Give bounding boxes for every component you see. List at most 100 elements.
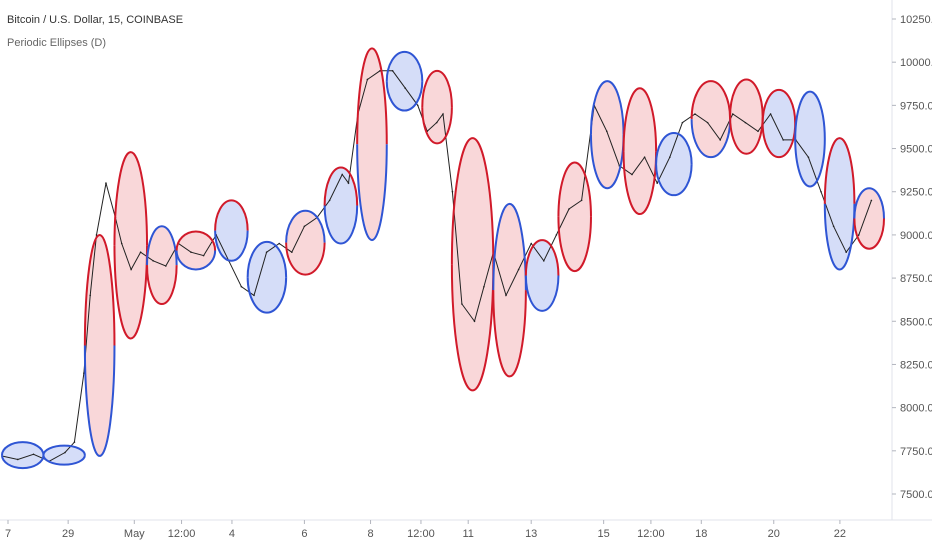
- price-point: [303, 225, 306, 228]
- ellipse-top-arc-24: [823, 137, 856, 204]
- price-point: [152, 260, 154, 262]
- price-point: [347, 182, 350, 184]
- ellipse-fill-13: [451, 138, 494, 391]
- y-tick-label: 10000.00: [900, 57, 932, 69]
- price-point: [341, 173, 344, 176]
- x-tick-label: 6: [301, 528, 307, 540]
- ellipse-top-arc-22: [761, 88, 797, 124]
- ellipse-fill-15: [525, 240, 559, 311]
- ellipse-top-arc-15: [524, 239, 560, 276]
- ellipse-top-arc-18: [622, 87, 658, 152]
- ellipse-fill-3: [114, 152, 148, 339]
- price-point: [543, 260, 545, 262]
- price-point: [694, 113, 696, 115]
- ellipse-top-arc-4: [146, 225, 178, 266]
- price-point: [240, 285, 243, 288]
- ellipse-fill-10: [357, 48, 387, 241]
- ellipse-top-arc-23: [794, 90, 826, 140]
- ellipse-bottom-arc-0: [1, 455, 45, 470]
- ellipse-bottom-arc-11: [385, 81, 424, 112]
- price-point: [253, 294, 255, 297]
- ellipse-top-arc-0: [1, 441, 45, 456]
- ellipse-bottom-arc-6: [214, 230, 249, 262]
- price-point: [89, 294, 91, 297]
- price-point: [643, 156, 646, 158]
- ellipse-top-arc-7: [246, 241, 288, 278]
- ellipse-fill-8: [286, 210, 325, 275]
- y-tick-label: 8000.00: [900, 403, 932, 415]
- y-tick-label: 9250.00: [900, 187, 932, 199]
- price-point: [473, 320, 476, 323]
- ellipse-bottom-arc-18: [622, 151, 658, 216]
- price-point: [435, 121, 438, 124]
- ellipse-fill-11: [386, 51, 423, 111]
- ellipse-fill-1: [43, 445, 85, 465]
- price-point: [404, 87, 407, 89]
- ellipse-bottom-arc-19: [655, 164, 693, 196]
- ellipse-bottom-arc-5: [175, 250, 217, 271]
- price-point: [391, 70, 394, 72]
- y-tick-label: 9500.00: [900, 144, 932, 156]
- ellipse-bottom-arc-2: [83, 345, 116, 457]
- price-point: [379, 70, 381, 72]
- price-point: [681, 121, 684, 124]
- price-point: [105, 182, 107, 184]
- ellipse-top-arc-11: [385, 50, 424, 82]
- x-tick-label: 8: [367, 528, 373, 540]
- price-point: [64, 451, 66, 454]
- x-tick-label: 15: [598, 528, 610, 540]
- price-point: [165, 265, 167, 267]
- price-point: [190, 251, 192, 253]
- price-point: [744, 121, 747, 124]
- price-point: [820, 190, 822, 193]
- y-tick-label: 8500.00: [900, 316, 932, 328]
- price-point: [505, 294, 507, 297]
- ellipse-bottom-arc-4: [146, 265, 178, 305]
- indicator-title[interactable]: Periodic Ellipses (D): [7, 37, 106, 49]
- ellipse-bottom-arc-22: [761, 123, 797, 159]
- x-tick-label: 12:00: [168, 528, 196, 540]
- price-axis[interactable]: 7500.00 7750.00 8000.00 8250.00 8500.00 8750.…: [892, 14, 932, 501]
- price-point: [606, 130, 608, 133]
- ellipse-top-arc-9: [323, 166, 359, 206]
- price-point: [870, 199, 873, 202]
- price-point: [451, 190, 454, 193]
- price-point: [732, 113, 734, 115]
- ellipse-fill-9: [324, 167, 358, 244]
- ellipse-bottom-arc-9: [323, 205, 359, 245]
- symbol-title[interactable]: Bitcoin / U.S. Dollar, 15, COINBASE: [7, 14, 183, 26]
- ellipse-bottom-arc-24: [823, 203, 856, 271]
- time-axis[interactable]: 7 29 May 12:00 4 6 8 12:00 11 13 15 12:00 18 20 22: [5, 520, 846, 540]
- ellipse-fill-19: [656, 133, 692, 196]
- ellipse-bottom-arc-23: [794, 139, 826, 188]
- price-point: [130, 268, 132, 271]
- ellipse-bottom-arc-25: [853, 218, 885, 250]
- ellipse-bottom-arc-20: [690, 119, 732, 159]
- x-tick-label: 4: [229, 528, 235, 540]
- y-tick-label: 7750.00: [900, 446, 932, 458]
- price-point: [265, 251, 268, 253]
- price-point: [95, 234, 98, 236]
- ellipse-top-arc-19: [655, 132, 693, 165]
- ellipse-fill-25: [854, 188, 884, 249]
- ellipse-bottom-arc-17: [589, 134, 625, 190]
- x-tick-label: 11: [462, 528, 473, 540]
- price-point: [139, 251, 142, 253]
- price-point: [461, 303, 463, 305]
- price-point: [656, 182, 658, 184]
- ellipse-bottom-arc-7: [246, 277, 288, 314]
- ellipse-fill-0: [2, 442, 44, 469]
- y-tick-label: 8250.00: [900, 359, 932, 371]
- ellipse-strokes-layer: [1, 47, 885, 470]
- ellipse-fill-7: [247, 241, 287, 313]
- ellipse-top-arc-25: [853, 187, 885, 219]
- ellipse-top-arc-17: [589, 80, 625, 135]
- ellipse-top-arc-2: [83, 233, 116, 346]
- ellipse-bottom-arc-21: [729, 116, 764, 155]
- price-point: [530, 242, 532, 245]
- ellipse-top-arc-5: [175, 230, 217, 251]
- y-tick-label: 10250.00: [900, 14, 932, 26]
- ellipse-fill-4: [147, 226, 177, 304]
